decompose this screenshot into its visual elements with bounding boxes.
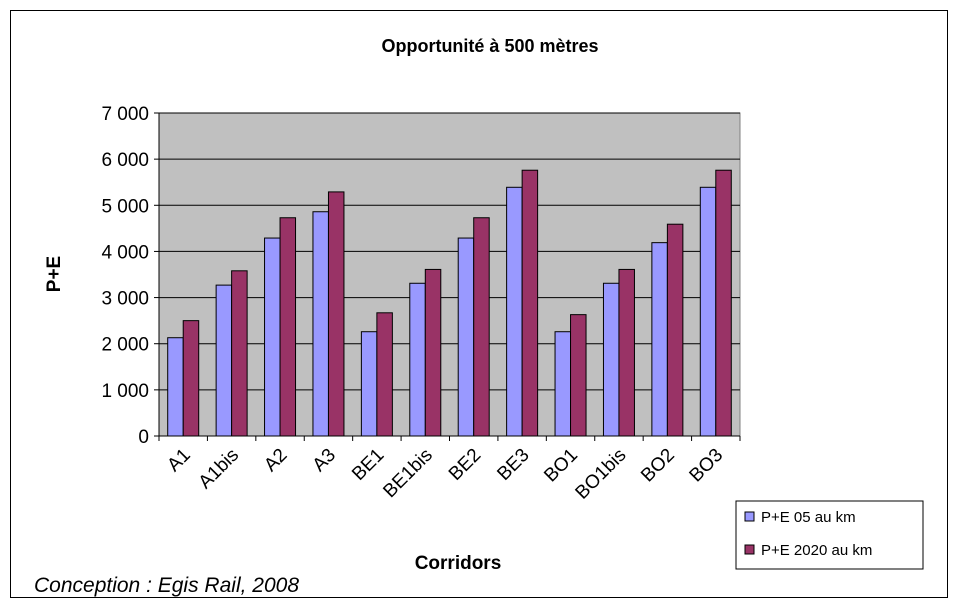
legend: P+E 05 au km P+E 2020 au km <box>735 500 924 570</box>
chart-title: Opportunité à 500 mètres <box>381 36 598 56</box>
x-tick-label: BE3 <box>493 445 533 485</box>
y-tick-label: 6 000 <box>101 150 149 171</box>
bar-2 <box>327 191 345 437</box>
bar-1 <box>457 237 475 437</box>
legend-label-series-2: P+E 2020 au km <box>761 542 872 559</box>
y-tick-label: 2 000 <box>101 335 149 356</box>
legend-box <box>735 500 924 570</box>
x-axis-title: Corridors <box>415 553 502 574</box>
bar-2 <box>424 268 442 437</box>
bar-1 <box>699 186 717 437</box>
x-tick-label: BO1 <box>540 445 582 487</box>
bar-1 <box>312 211 329 437</box>
bar-2 <box>715 169 732 437</box>
bar-1 <box>264 237 281 437</box>
bar-1 <box>215 284 233 437</box>
x-tick-label: A1 <box>163 445 194 476</box>
x-tick-label: BO1bis <box>572 445 631 504</box>
bar-2 <box>618 268 635 437</box>
x-tick-label: BO2 <box>637 445 679 487</box>
x-tick-label: BO3 <box>686 445 728 487</box>
bar-2 <box>376 312 393 437</box>
y-tick-label: 1 000 <box>101 381 149 402</box>
gridlines <box>159 112 740 391</box>
bar-1 <box>167 337 184 437</box>
y-tick-label: 5 000 <box>101 196 149 217</box>
x-tick-label: A2 <box>260 445 291 476</box>
y-tick-label: 0 <box>138 427 149 448</box>
x-tick-label: A3 <box>309 445 340 476</box>
bars <box>167 169 732 437</box>
y-axis-title: P+E <box>44 256 65 292</box>
y-axis: 0 1 000 2 000 3 000 4 000 5 000 6 000 7 000 <box>101 104 160 448</box>
bar-2 <box>231 270 248 437</box>
bar-2 <box>521 169 539 437</box>
y-tick-label: 4 000 <box>101 242 149 263</box>
legend-label-series-1: P+E 05 au km <box>761 509 856 526</box>
plot-area <box>158 112 741 437</box>
bar-1 <box>554 331 572 437</box>
bar-1 <box>506 186 523 437</box>
y-tick-label: 3 000 <box>101 289 149 310</box>
y-tick-label: 7 000 <box>101 104 149 125</box>
bar-1 <box>651 242 668 437</box>
bar-1 <box>602 282 620 437</box>
x-tick-label: BE1bis <box>379 445 436 502</box>
bar-2 <box>473 217 490 437</box>
legend-swatch-series-2 <box>744 544 755 555</box>
credit-text: Conception : Egis Rail, 2008 <box>34 574 299 597</box>
x-tick-label: BE2 <box>445 445 485 485</box>
legend-swatch-series-1 <box>744 511 755 522</box>
bar-2 <box>666 223 684 437</box>
x-tick-label: BE1 <box>348 445 388 485</box>
bar-1 <box>409 282 426 437</box>
bar-2 <box>182 320 200 437</box>
bar-2 <box>570 314 587 437</box>
bar-1 <box>360 331 378 437</box>
x-tick-label: A1bis <box>195 445 243 493</box>
bar-2 <box>279 217 297 437</box>
